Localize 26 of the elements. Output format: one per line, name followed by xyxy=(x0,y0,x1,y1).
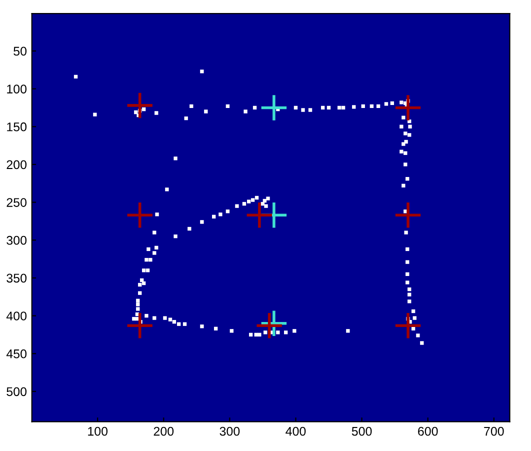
point xyxy=(395,312,421,338)
y-tick-label: 100 xyxy=(7,84,27,94)
point xyxy=(395,202,421,228)
x-tick-label: 100 xyxy=(88,426,108,436)
point xyxy=(395,95,421,120)
x-tick-label: 600 xyxy=(418,426,438,436)
y-tick-label: 350 xyxy=(6,274,27,283)
x-tick-label: 400 xyxy=(286,426,306,436)
point xyxy=(127,202,152,228)
point xyxy=(261,95,287,120)
y-tick-label: 50 xyxy=(14,46,27,56)
x-tick-label: 300 xyxy=(220,426,240,436)
point xyxy=(256,312,282,338)
x-tick-label: 500 xyxy=(352,426,372,436)
y-tick-label: 500 xyxy=(6,387,27,396)
point xyxy=(127,312,152,338)
point xyxy=(246,202,272,228)
y-tick-label: 400 xyxy=(6,312,27,320)
y-tick-label: 300 xyxy=(6,236,27,245)
x-tick-label: 200 xyxy=(154,426,174,436)
y-tick-label: 450 xyxy=(6,349,27,358)
x-tick-label: 700 xyxy=(484,426,504,436)
y-tick-label: 150 xyxy=(7,122,27,132)
point xyxy=(127,92,152,118)
y-tick-label: 250 xyxy=(6,198,27,207)
y-tick-label: 200 xyxy=(6,160,27,170)
